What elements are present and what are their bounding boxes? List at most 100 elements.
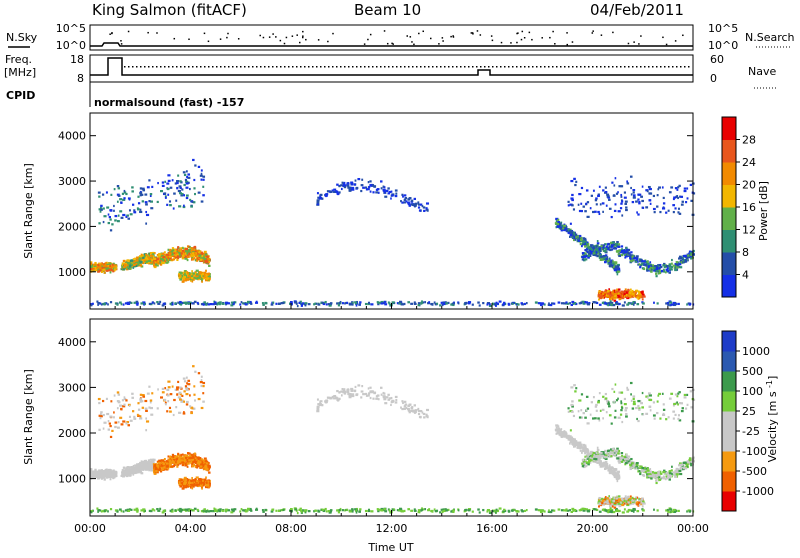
velocity-range-cell — [360, 396, 362, 398]
nsearch-point — [442, 40, 444, 42]
velocity-range-cell — [198, 398, 201, 400]
power-range-cell — [611, 304, 613, 306]
power-range-cell — [104, 303, 106, 305]
power-range-cell — [621, 245, 623, 247]
velocity-range-cell — [104, 471, 107, 473]
velocity-range-cell — [186, 485, 189, 487]
power-range-cell — [636, 257, 638, 259]
power-colorbar-swatch — [722, 117, 736, 140]
nsearch-point — [662, 37, 664, 39]
nsearch-point — [391, 43, 393, 45]
power-range-cell — [144, 193, 147, 195]
power-colorbar-swatch — [722, 207, 736, 230]
velocity-range-cell — [414, 404, 416, 406]
power-range-cell — [327, 190, 329, 192]
nave-point — [352, 66, 354, 68]
power-range-cell — [593, 251, 595, 253]
velocity-range-cell — [142, 463, 144, 465]
velocity-range-cell — [145, 417, 147, 419]
power-range-cell — [642, 298, 644, 300]
power-range-cell — [186, 170, 188, 172]
power-range-cell — [201, 200, 204, 202]
power-range-cell — [370, 185, 372, 187]
velocity-range-cell — [402, 402, 404, 404]
power-range-cell — [184, 174, 186, 176]
nsearch-point — [549, 37, 551, 39]
power-range-cell — [297, 305, 299, 307]
power-range-cell — [587, 216, 590, 218]
power-range-cell — [426, 202, 429, 204]
power-range-cell — [582, 258, 584, 260]
power-range-cell — [157, 303, 160, 305]
velocity-range-cell — [417, 408, 419, 410]
power-range-cell — [436, 303, 438, 305]
power-range-cell — [618, 243, 620, 245]
power-range-cell — [207, 258, 209, 260]
nave-label: Nave — [748, 65, 776, 78]
power-range-cell — [205, 253, 208, 255]
power-range-cell — [122, 193, 124, 195]
power-range-cell — [178, 205, 181, 207]
velocity-range-cell — [201, 487, 203, 489]
nave-point — [308, 66, 310, 68]
velocity-range-cell — [180, 459, 182, 461]
power-range-cell — [550, 304, 553, 306]
power-range-cell — [103, 215, 106, 217]
nsearch-point — [367, 39, 369, 41]
power-range-cell — [368, 302, 370, 304]
nave-point — [296, 66, 298, 68]
power-range-cell — [669, 301, 672, 303]
power-range-cell — [673, 196, 676, 198]
nave-point — [356, 66, 358, 68]
velocity-range-cell — [113, 411, 115, 413]
velocity-range-cell — [173, 399, 176, 401]
velocity-range-cell — [126, 466, 129, 468]
power-range-cell — [343, 182, 345, 184]
velocity-range-cell — [166, 389, 169, 391]
freq-tick-lo: 8 — [77, 72, 84, 85]
power-range-cell — [200, 259, 203, 261]
velocity-range-cell — [169, 462, 172, 464]
nsearch-point — [450, 36, 452, 38]
power-range-cell — [671, 259, 673, 261]
power-range-cell — [111, 269, 113, 271]
nsearch-point — [628, 43, 630, 45]
power-range-cell — [626, 180, 628, 182]
power-range-cell — [124, 265, 127, 267]
power-range-cell — [553, 303, 555, 305]
power-range-cell — [182, 257, 184, 259]
velocity-range-cell — [183, 390, 185, 392]
power-range-cell — [140, 194, 142, 196]
power-range-cell — [187, 173, 190, 175]
nave-point — [564, 66, 566, 68]
nsearch-point — [552, 31, 554, 33]
nave-point — [460, 66, 462, 68]
nsearch-point — [120, 40, 122, 42]
power-range-cell — [635, 261, 637, 263]
power-range-cell — [133, 211, 136, 213]
power-range-cell — [632, 259, 634, 261]
nsearch-point — [501, 42, 503, 44]
power-range-cell — [380, 180, 382, 182]
power-range-cell — [618, 210, 621, 212]
power-range-cell — [168, 180, 171, 182]
nsky-tick-lo: 10^0 — [56, 39, 86, 52]
power-range-cell — [319, 197, 322, 199]
power-range-cell — [626, 247, 628, 249]
nave-point — [132, 66, 134, 68]
velocity-range-cell — [192, 479, 194, 481]
velocity-range-cell — [118, 421, 120, 423]
power-range-cell — [198, 166, 200, 168]
power-range-cell — [189, 199, 191, 201]
velocity-range-cell — [129, 472, 132, 474]
power-range-cell — [591, 249, 593, 251]
power-range-cell — [614, 300, 617, 302]
power-range-cell — [90, 263, 92, 265]
velocity-range-cell — [153, 464, 156, 466]
velocity-range-cell — [103, 414, 105, 416]
power-range-cell — [182, 250, 184, 252]
nsearch-point — [208, 41, 210, 43]
power-range-cell — [611, 182, 613, 184]
power-range-cell — [557, 223, 559, 225]
power-range-cell — [684, 260, 687, 262]
